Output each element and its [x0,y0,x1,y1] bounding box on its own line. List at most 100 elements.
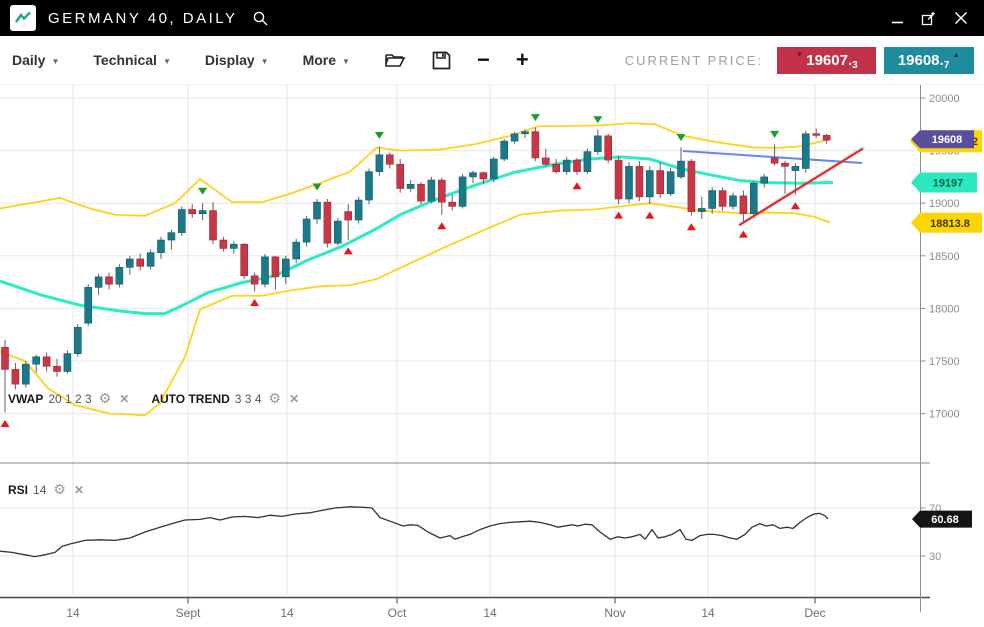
candle [94,276,103,288]
chevron-down-icon: ▼ [162,56,171,66]
ask-price-badge[interactable]: 19608. 7 ▲ [884,46,974,74]
trend-line-blue [682,150,863,165]
candles-layer [1,127,831,413]
signal-markers-layer [0,114,800,427]
axis-labels: 2000019500190001850018000175001700070301… [66,93,959,620]
candle [157,239,165,253]
svg-text:14: 14 [701,606,715,620]
candle [11,369,20,385]
candle [115,267,124,285]
candle [500,140,509,160]
vwap-lower-band [0,202,831,417]
candle [614,159,623,200]
svg-text:17500: 17500 [929,356,960,368]
candle [53,365,61,372]
candle [354,199,363,221]
candle [656,170,665,195]
svg-text:Dec: Dec [804,606,825,620]
candle [666,171,675,195]
arrow-up-icon: ▲ [952,49,961,59]
chart-area[interactable]: 2000019500190001850018000175001700070301… [0,85,984,627]
candle [240,243,248,277]
candle [521,131,529,135]
window-title: GERMANY 40, DAILY [48,9,238,27]
chevron-down-icon: ▼ [260,56,269,66]
menu-display[interactable]: Display ▼ [204,52,269,68]
candle [427,179,436,202]
rsi-line [0,506,829,558]
candle [770,157,779,164]
candle [375,154,384,172]
zoom-in-button[interactable]: + [515,47,529,72]
svg-text:Oct: Oct [388,606,407,620]
arrow-down-icon: ▼ [795,49,804,59]
candle [292,241,301,260]
sell-signal-icon [676,134,686,142]
close-icon[interactable]: ✕ [289,391,300,406]
candle [188,209,196,215]
candle [146,252,155,267]
svg-text:18000: 18000 [929,303,960,315]
grid-layer [0,85,920,598]
svg-text:19608: 19608 [932,134,963,146]
candle [406,183,415,189]
svg-text:14: 14 [66,606,80,620]
candle [541,157,550,165]
gear-icon[interactable]: ⚙ [268,390,282,406]
candle [531,131,540,159]
bid-price-badge[interactable]: ▼ 19607. 3 [777,46,876,74]
vwap-value-tag [911,172,977,193]
buy-signal-icon [686,223,696,231]
candle [687,160,696,212]
candle [489,158,498,180]
toolbar: Daily ▼ Technical ▼ Display ▼ More ▼ − +… [0,36,984,85]
candle [209,210,217,241]
candle [417,183,425,202]
open-folder-icon[interactable] [384,51,406,69]
candle [42,356,51,367]
candle [781,162,789,167]
candle [219,239,228,249]
gear-icon[interactable]: ⚙ [53,481,66,497]
candle [448,201,457,207]
svg-text:30: 30 [929,551,941,563]
candle [625,166,633,200]
price-chart-canvas[interactable]: 2000019500190001850018000175001700070301… [0,85,984,627]
candle [718,190,727,207]
current-price-tag [911,130,974,149]
candle [365,171,373,201]
close-button[interactable] [948,6,974,30]
candle [593,135,602,152]
menu-more[interactable]: More ▼ [302,52,350,68]
menu-daily[interactable]: Daily ▼ [12,52,60,68]
close-icon[interactable]: ✕ [73,482,84,497]
candle [167,232,176,241]
candle [583,151,592,172]
sell-signal-icon [593,116,603,124]
candle [250,275,259,285]
search-icon[interactable] [252,10,269,27]
buy-signal-icon [343,247,353,255]
candle [74,327,82,354]
candle [510,133,519,142]
close-icon[interactable]: ✕ [119,391,130,406]
buy-signal-icon [572,182,582,190]
vwap-line [0,155,834,316]
popout-button[interactable] [916,6,942,30]
candle [178,209,186,233]
gear-icon[interactable]: ⚙ [98,390,112,406]
candle [801,133,810,169]
candle [261,256,269,285]
candle [760,176,769,184]
candle [458,176,467,207]
save-icon[interactable] [432,51,451,70]
title-bar: GERMANY 40, DAILY [0,0,984,36]
zoom-out-button[interactable]: − [476,47,490,72]
candle [198,210,207,215]
minimize-button[interactable] [884,6,910,30]
trend-line-red [738,147,864,227]
svg-text:17000: 17000 [929,409,960,421]
candle [385,154,394,165]
menu-technical[interactable]: Technical ▼ [93,52,171,68]
buy-signal-icon [0,419,10,427]
